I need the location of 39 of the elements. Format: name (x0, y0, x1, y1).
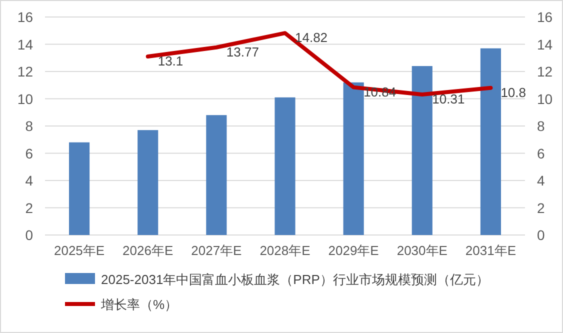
x-tick-label: 2026年E (122, 243, 174, 258)
x-tick-label: 2031年E (465, 243, 516, 258)
y2-tick-label: 14 (537, 36, 553, 52)
y-tick-label: 10 (17, 90, 34, 107)
y-tick-label: 16 (17, 9, 34, 25)
legend-label: 2025-2031年中国富血小板血浆（PRP）行业市场规模预测（亿元） (101, 272, 489, 287)
x-tick-label: 2030年E (396, 243, 448, 258)
bar (274, 97, 296, 235)
data-label: 10.31 (432, 92, 465, 107)
data-label: 13.1 (158, 54, 184, 69)
bar (343, 82, 364, 235)
y-tick-label: 6 (25, 145, 34, 162)
y-tick-label: 12 (17, 64, 34, 80)
y-tick-label: 2 (25, 200, 34, 216)
bar (69, 142, 90, 235)
y2-tick-label: 12 (537, 64, 553, 80)
bar (480, 48, 501, 235)
y-tick-label: 14 (17, 36, 34, 52)
legend-label: 增长率（%） (100, 297, 178, 312)
y2-tick-label: 0 (537, 227, 545, 243)
y2-tick-label: 4 (537, 172, 545, 188)
y2-tick-label: 2 (537, 200, 545, 216)
x-tick-label: 2025年E (54, 243, 105, 258)
y-tick-label: 8 (25, 118, 34, 134)
y2-tick-label: 16 (537, 9, 553, 25)
data-label: 13.77 (226, 44, 259, 60)
y-tick-label: 0 (25, 227, 34, 243)
data-label: 10.8 (500, 84, 526, 100)
bar (412, 66, 432, 235)
bar (206, 115, 227, 235)
y2-tick-label: 6 (537, 145, 545, 162)
x-tick-label: 2028年E (260, 243, 311, 258)
y2-tick-label: 10 (537, 90, 553, 107)
x-tick-label: 2027年E (191, 243, 242, 258)
bar (138, 130, 158, 235)
data-label: 14.82 (295, 30, 328, 46)
x-tick-label: 2029年E (328, 243, 380, 258)
y2-tick-label: 8 (537, 118, 545, 134)
y-tick-label: 4 (25, 172, 34, 188)
